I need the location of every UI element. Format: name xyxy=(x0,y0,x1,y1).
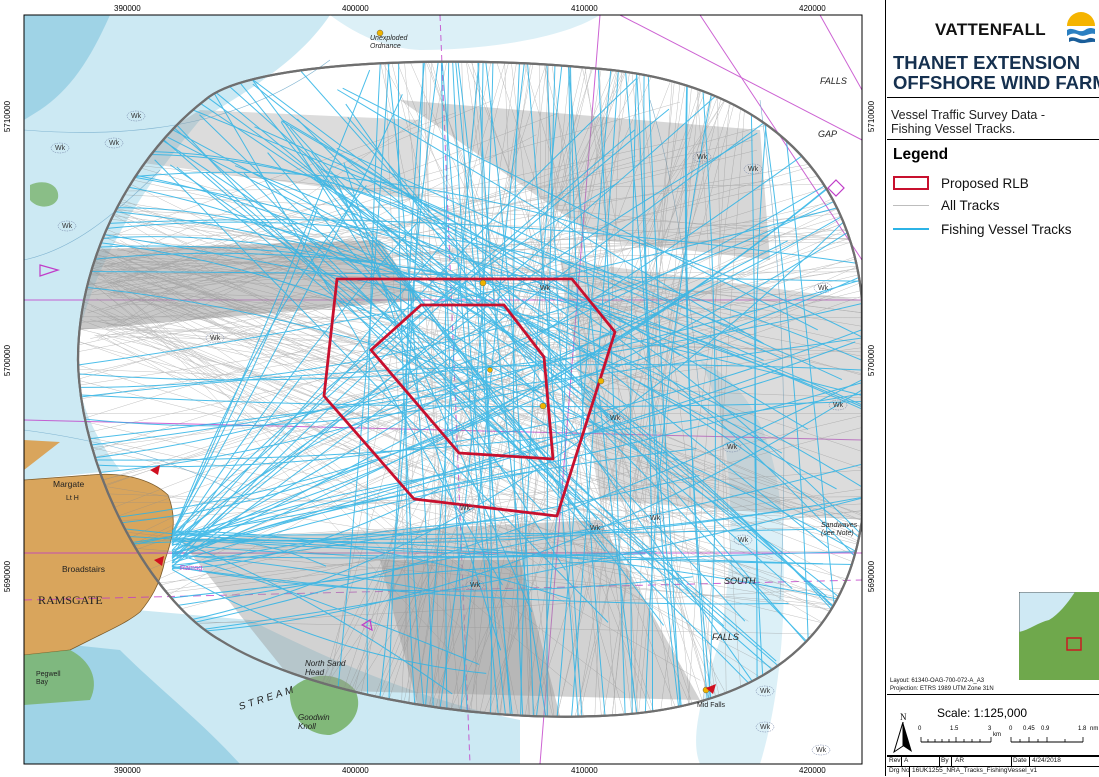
northing-tick-right-3: 5690000 xyxy=(867,561,876,592)
wreck-marker: Wk xyxy=(55,145,66,152)
scale-nm-1: 0.45 xyxy=(1023,726,1035,732)
northing-tick-right-1: 5710000 xyxy=(867,101,876,132)
label-falls-south: FALLS xyxy=(712,632,739,642)
map-info-panel: VATTENFALL THANET EXTENSION OFFSHORE WIN… xyxy=(887,0,1099,776)
wreck-marker: Wk xyxy=(650,515,661,522)
north-label: N xyxy=(900,712,907,722)
layout-reference: Layout: 61340-OAG-700-072-A_A3 xyxy=(890,678,984,684)
projection-info: Projection: ETRS 1989 UTM Zone 31N xyxy=(890,686,994,692)
easting-tick-bottom-3: 410000 xyxy=(571,766,598,775)
subtitle-line-1: Vessel Traffic Survey Data - xyxy=(891,108,1045,122)
legend-item-fishing-tracks: Fishing Vessel Tracks xyxy=(893,220,1072,238)
legend-item-all-tracks: All Tracks xyxy=(893,196,1000,214)
northing-tick-left-1: 5710000 xyxy=(3,101,12,132)
scale-nm-2: 0.9 xyxy=(1041,726,1049,732)
wreck-marker: Wk xyxy=(748,166,759,173)
northing-tick-left-2: 5700000 xyxy=(3,345,12,376)
easting-tick-bottom-1: 390000 xyxy=(114,766,141,775)
wreck-marker: Wk xyxy=(610,415,621,422)
subtitle-line-2: Fishing Vessel Tracks. xyxy=(891,122,1015,136)
wreck-marker: Wk xyxy=(697,154,708,161)
scale-text: Scale: 1:125,000 xyxy=(937,706,1027,720)
legend-label-rlb: Proposed RLB xyxy=(941,176,1029,191)
wreck-marker: Wk xyxy=(833,402,844,409)
wreck-marker: Wk xyxy=(760,724,771,731)
legend-swatch-all-tracks xyxy=(893,205,929,206)
label-gap: GAP xyxy=(818,129,837,139)
northing-tick-right-2: 5700000 xyxy=(867,345,876,376)
northing-tick-left-3: 5690000 xyxy=(3,561,12,592)
date-value: 4/24/2018 xyxy=(1032,757,1061,764)
nautical-chart-map[interactable]: Wk Wk Wk Wk Wk Wk Wk Wk Wk Wk Wk Wk Wk Wk Wk Wk Wk Wk Wk Wk… xyxy=(0,0,886,776)
wreck-marker: Wk xyxy=(727,444,738,451)
wreck-marker: Wk xyxy=(818,285,829,292)
label-mid-falls: Mid Falls xyxy=(697,702,726,709)
sun-wave-logo-icon xyxy=(1065,12,1097,44)
by-value: AR xyxy=(955,757,964,764)
legend-label-fishing: Fishing Vessel Tracks xyxy=(941,222,1072,237)
label-broadstairs: Broadstairs xyxy=(62,564,105,574)
scale-nm-3: 1.8 xyxy=(1078,726,1086,732)
drg-label: Drg No xyxy=(889,767,910,774)
wreck-marker: Wk xyxy=(460,505,471,512)
label-south: SOUTH xyxy=(724,576,756,586)
scale-nm-unit: nm xyxy=(1090,726,1098,732)
scale-km-1: 1.5 xyxy=(950,726,958,732)
wreck-marker: Wk xyxy=(590,525,601,532)
wreck-marker: Wk xyxy=(738,537,749,544)
rev-label: Rev xyxy=(889,757,901,764)
wreck-marker: Wk xyxy=(131,113,142,120)
legend-label-all-tracks: All Tracks xyxy=(941,198,1000,213)
wreck-marker: Wk xyxy=(210,335,221,342)
inset-locator-map xyxy=(1019,592,1099,680)
easting-tick-top-4: 420000 xyxy=(799,4,826,13)
scale-km-unit: km xyxy=(993,732,1001,738)
scale-km-2: 3 xyxy=(988,726,991,732)
wreck-marker: Wk xyxy=(816,747,827,754)
label-ramsgate: RAMSGATE xyxy=(38,593,103,607)
label-ramsg: Ramsg. xyxy=(180,565,204,572)
scale-km-0: 0 xyxy=(918,726,921,732)
project-title-line-1: THANET EXTENSION xyxy=(893,52,1080,74)
title-block: VATTENFALL THANET EXTENSION OFFSHORE WIN… xyxy=(887,0,1099,98)
scale-nm-0: 0 xyxy=(1009,726,1012,732)
project-title-line-2: OFFSHORE WIND FARM xyxy=(893,72,1099,94)
wreck-marker: Wk xyxy=(760,688,771,695)
vattenfall-wordmark: VATTENFALL xyxy=(935,20,1046,40)
map-frame[interactable]: Wk Wk Wk Wk Wk Wk Wk Wk Wk Wk Wk Wk Wk Wk Wk Wk Wk Wk Wk Wk… xyxy=(0,0,886,776)
wreck-marker: Wk xyxy=(62,223,73,230)
label-sandwaves: Sandwaves(see Note) xyxy=(821,522,858,537)
label-falls-north: FALLS xyxy=(820,76,847,86)
easting-tick-bottom-2: 400000 xyxy=(342,766,369,775)
drg-value: 16UK1255_NRA_Tracks_FishingVessel_v1 xyxy=(912,767,1037,774)
rev-value: A xyxy=(904,757,908,764)
date-label: Date xyxy=(1013,757,1027,764)
north-arrow-icon xyxy=(892,722,914,754)
scale-bar-km xyxy=(917,728,1007,748)
legend-swatch-rlb xyxy=(893,176,929,190)
label-margate: Margate xyxy=(53,479,84,489)
wreck-marker: Wk xyxy=(109,140,120,147)
label-lt-h: Lt H xyxy=(66,495,79,502)
by-label: By xyxy=(941,757,949,764)
wreck-marker: Wk xyxy=(540,285,551,292)
legend-title: Legend xyxy=(893,146,948,164)
easting-tick-top-3: 410000 xyxy=(571,4,598,13)
easting-tick-top-2: 400000 xyxy=(342,4,369,13)
easting-tick-top-1: 390000 xyxy=(114,4,141,13)
easting-tick-bottom-4: 420000 xyxy=(799,766,826,775)
legend-item-proposed-rlb: Proposed RLB xyxy=(893,174,1029,192)
legend-swatch-fishing xyxy=(893,228,929,230)
subtitle-block: Vessel Traffic Survey Data - Fishing Ves… xyxy=(887,98,1099,140)
wreck-marker: Wk xyxy=(470,582,481,589)
